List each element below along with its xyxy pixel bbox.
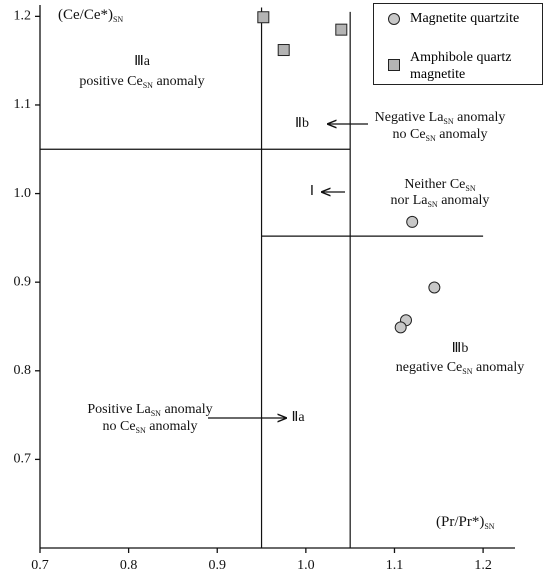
text-part: Ⅲa: [134, 54, 151, 69]
x-tick-label: 1.0: [297, 558, 315, 573]
x-tick-label: 0.7: [31, 558, 49, 573]
text-part: Ⅲb: [452, 341, 469, 356]
text-part: (Ce/Ce*): [58, 7, 113, 23]
annotation: Ⅰ: [310, 184, 314, 199]
x-tick-label: 1.1: [386, 558, 404, 573]
text-part: Ⅱb: [295, 116, 309, 131]
y-tick-label: 1.0: [14, 186, 32, 201]
annotation: positive CeSN anomaly: [79, 74, 204, 90]
text-part: (Pr/Pr*): [436, 514, 484, 530]
point: [406, 215, 419, 228]
legend-label: Amphibole quartz magnetite: [410, 50, 512, 82]
subscript: SN: [484, 522, 494, 531]
text-part: nor La: [391, 193, 429, 208]
annotation: no CeSN anomaly: [392, 127, 487, 143]
text-part: Positive La: [87, 402, 151, 417]
annotation: no CeSN anomaly: [102, 419, 197, 435]
subscript: SN: [427, 200, 437, 209]
point: [335, 23, 348, 36]
legend-markers: [388, 13, 400, 71]
subscript: SN: [465, 184, 475, 193]
text-part: no Ce: [102, 419, 135, 434]
subscript: SN: [462, 367, 472, 376]
text-part: anomaly: [161, 402, 213, 417]
x-tick-label: 0.8: [120, 558, 138, 573]
text-part: anomaly: [473, 360, 525, 375]
legend-marker: [388, 13, 400, 25]
y-tick-label: 1.1: [14, 97, 32, 112]
subscript: SN: [426, 134, 436, 143]
annotation: negative CeSN anomaly: [396, 360, 524, 376]
point: [257, 11, 270, 24]
point: [428, 281, 441, 294]
x-tick-label: 1.2: [474, 558, 492, 573]
text-part: Neither Ce: [404, 177, 465, 192]
subscript: SN: [143, 81, 153, 90]
point: [277, 44, 290, 57]
x-tick-label: 0.9: [208, 558, 226, 573]
text-part: Negative La: [375, 110, 445, 125]
annotation: Neither CeSN: [404, 177, 475, 193]
text-part: negative Ce: [396, 360, 462, 375]
annotation: Positive LaSN anomaly: [87, 402, 212, 418]
text-part: anomaly: [436, 127, 488, 142]
annotation: (Pr/Pr*)SN: [436, 514, 495, 530]
text-part: Ⅱa: [291, 410, 305, 425]
subscript: SN: [136, 426, 146, 435]
text-part: no Ce: [392, 127, 425, 142]
annotation: (Ce/Ce*)SN: [58, 7, 123, 23]
text-part: Ⅰ: [310, 184, 314, 199]
annotation: nor LaSN anomaly: [391, 193, 490, 209]
text-part: anomaly: [438, 193, 490, 208]
subscript: SN: [113, 15, 123, 24]
annotation: Ⅲa: [134, 54, 151, 69]
annotation: Ⅲb: [452, 341, 469, 356]
y-tick-label: 0.7: [14, 452, 32, 467]
legend-label: Magnetite quartzite: [410, 11, 520, 26]
subscript: SN: [151, 409, 161, 418]
point: [394, 321, 407, 334]
text-part: positive Ce: [79, 74, 142, 89]
legend-marker: [388, 59, 400, 71]
legend: Magnetite quartzite Amphibole quartz mag…: [373, 3, 543, 85]
y-tick-label: 1.2: [14, 9, 32, 24]
text-part: anomaly: [153, 74, 205, 89]
y-tick-label: 0.8: [14, 363, 32, 378]
text-part: anomaly: [146, 419, 198, 434]
y-tick-label: 0.9: [14, 274, 32, 289]
annotation: Ⅱa: [291, 410, 305, 425]
annotation: Ⅱb: [295, 116, 309, 131]
annotation: Negative LaSN anomaly: [375, 110, 506, 126]
subscript: SN: [443, 117, 453, 126]
text-part: anomaly: [454, 110, 506, 125]
